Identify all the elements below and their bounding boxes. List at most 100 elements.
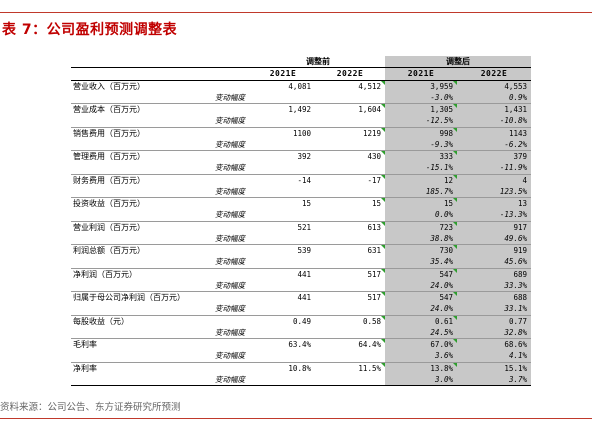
change-value: 123.5% — [457, 185, 531, 198]
table-subrow: 变动幅度 3.0% 3.7% — [71, 373, 531, 386]
value-cell: 1,604 — [315, 103, 385, 116]
value-cell: 0.58 — [315, 314, 385, 327]
row-label: 营业收入（百万元） — [71, 79, 251, 92]
header-row-groups: 调整前 调整后 — [71, 56, 531, 69]
value-cell: 1143 — [457, 126, 531, 139]
value-cell: -17 — [315, 173, 385, 186]
change-label: 变动幅度 — [215, 210, 245, 220]
row-label: 净利率 — [71, 361, 251, 374]
header-year: 2021E — [385, 67, 457, 81]
change-marker-icon — [453, 104, 457, 108]
change-value: -11.9% — [457, 162, 531, 174]
value-cell: 1,305 — [385, 103, 457, 116]
change-value: -15.1% — [385, 162, 457, 174]
row-label: 销售费用（百万元） — [71, 126, 251, 139]
value-cell: 4,553 — [457, 79, 531, 92]
row-label: 投资收益（百万元） — [71, 197, 251, 210]
value-cell: 0.61 — [385, 314, 457, 327]
change-marker-icon — [381, 315, 385, 320]
empty-cell — [315, 303, 385, 315]
change-value: -6.2% — [457, 138, 531, 151]
change-label: 变动幅度 — [215, 304, 245, 314]
change-value: 4.1% — [457, 350, 531, 362]
change-marker-icon — [381, 198, 385, 202]
table-row: 毛利率 63.4% 64.4% 67.0% 68.6% — [71, 338, 531, 351]
change-value: 185.7% — [385, 185, 457, 198]
table-subrow: 变动幅度 35.4% 45.6% — [71, 256, 531, 268]
change-marker-icon — [453, 339, 457, 343]
value-cell: 441 — [251, 267, 315, 280]
change-value: -10.8% — [457, 115, 531, 127]
change-value: 32.8% — [457, 326, 531, 339]
table-subrow: 变动幅度 -12.5% -10.8% — [71, 115, 531, 127]
change-label: 变动幅度 — [215, 233, 245, 243]
change-marker-icon — [453, 221, 457, 226]
header-row-years: 2021E 2022E 2021E 2022E — [71, 67, 531, 81]
value-cell: 13 — [457, 197, 531, 210]
value-cell: 430 — [315, 150, 385, 163]
empty-cell — [251, 92, 315, 104]
change-marker-icon — [453, 127, 457, 132]
value-cell: 67.0% — [385, 338, 457, 351]
table-subrow: 变动幅度 24.5% 32.8% — [71, 326, 531, 339]
empty-cell — [315, 115, 385, 127]
table-row: 每股收益（元） 0.49 0.58 0.61 0.77 — [71, 314, 531, 327]
row-label: 毛利率 — [71, 338, 251, 351]
row-label: 财务费用（百万元） — [71, 173, 251, 186]
change-value: -9.3% — [385, 138, 457, 151]
empty-cell — [251, 233, 315, 245]
table-row: 销售费用（百万元） 1100 1219 998 1143 — [71, 126, 531, 139]
bottom-rule — [0, 418, 592, 419]
header-group-before: 调整前 — [251, 56, 385, 69]
change-value: 24.5% — [385, 326, 457, 339]
empty-cell — [315, 256, 385, 268]
empty-cell — [315, 186, 385, 198]
value-cell: 521 — [251, 220, 315, 233]
row-label: 利润总额（百万元） — [71, 244, 251, 257]
empty-cell — [251, 162, 315, 174]
change-marker-icon — [381, 104, 385, 108]
change-label: 变动幅度 — [215, 186, 245, 196]
change-marker-icon — [453, 174, 457, 179]
header-blank — [71, 67, 251, 81]
change-value: 49.6% — [457, 232, 531, 245]
value-cell: 13.8% — [385, 361, 457, 374]
change-marker-icon — [381, 174, 385, 179]
change-marker-icon — [381, 151, 385, 155]
value-cell: 1,431 — [457, 103, 531, 116]
change-value: 0.0% — [385, 209, 457, 221]
empty-cell — [251, 256, 315, 268]
value-cell: -14 — [251, 173, 315, 186]
empty-cell — [251, 139, 315, 151]
change-value: -3.0% — [385, 91, 457, 104]
change-marker-icon — [381, 127, 385, 132]
change-marker-icon — [453, 268, 457, 273]
change-marker-icon — [453, 362, 457, 367]
empty-cell — [315, 139, 385, 151]
empty-cell — [251, 303, 315, 315]
change-value: 3.0% — [385, 373, 457, 386]
empty-cell — [251, 327, 315, 339]
change-value: 33.3% — [457, 279, 531, 292]
value-cell: 392 — [251, 150, 315, 163]
value-cell: 631 — [315, 244, 385, 257]
change-value: -12.5% — [385, 115, 457, 127]
table-row: 营业利润（百万元） 521 613 723 917 — [71, 220, 531, 233]
table-subrow: 变动幅度 0.0% -13.3% — [71, 209, 531, 221]
change-label: 变动幅度 — [215, 351, 245, 361]
change-label: 变动幅度 — [215, 116, 245, 126]
empty-cell — [315, 327, 385, 339]
change-label: 变动幅度 — [71, 373, 251, 386]
value-cell: 68.6% — [457, 338, 531, 351]
value-cell: 4,081 — [251, 79, 315, 92]
value-cell: 723 — [385, 220, 457, 233]
change-marker-icon — [453, 245, 457, 249]
change-value: 24.0% — [385, 279, 457, 292]
value-cell: 919 — [457, 244, 531, 257]
change-label: 变动幅度 — [215, 280, 245, 290]
change-marker-icon — [381, 292, 385, 296]
table-subrow: 变动幅度 -15.1% -11.9% — [71, 162, 531, 174]
value-cell: 3,959 — [385, 79, 457, 92]
empty-cell — [251, 350, 315, 362]
table-subrow: 变动幅度 24.0% 33.3% — [71, 279, 531, 292]
